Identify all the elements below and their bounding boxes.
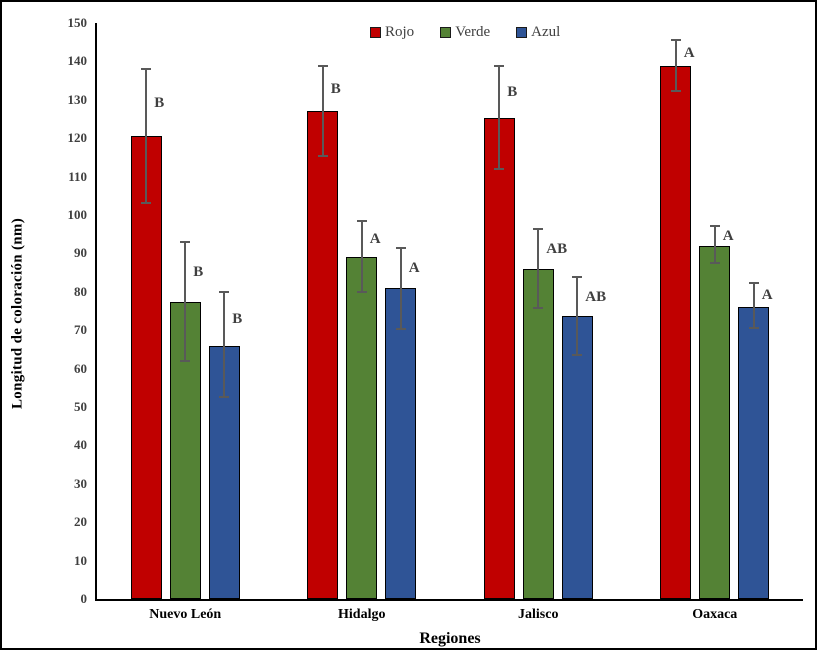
y-tick-label: 50 <box>74 399 87 414</box>
x-axis-labels: Nuevo León Hidalgo Jalisco Oaxaca <box>97 607 803 627</box>
error-bar-cap <box>572 276 583 279</box>
error-bar <box>360 221 363 292</box>
y-tick-label: 130 <box>67 91 88 107</box>
error-bar-cap <box>219 396 230 399</box>
significance-letter: A <box>408 260 420 276</box>
error-bar <box>498 66 501 169</box>
significance-letter: B <box>193 264 204 281</box>
significance-letter: B <box>507 83 518 100</box>
error-bar-cap <box>219 290 230 293</box>
y-tick-label: 10 <box>74 552 87 568</box>
significance-letter: A <box>369 231 381 248</box>
significance-letter: B <box>154 94 165 111</box>
error-bar <box>223 291 226 398</box>
y-tick-label: 140 <box>67 53 88 69</box>
significance-letter: AB <box>585 288 607 305</box>
error-bar <box>674 40 677 91</box>
significance-letter: B <box>232 310 243 327</box>
y-tick-label: 20 <box>74 514 87 530</box>
y-axis-ticks: 0 10 20 30 40 50 60 70 80 90 100 110 120 130 140 150 <box>2 16 88 606</box>
error-bar <box>576 277 579 356</box>
bar-verde-1 <box>346 257 378 599</box>
error-bar-cap <box>533 306 544 309</box>
y-tick-label: 70 <box>74 322 87 338</box>
bar-verde-3 <box>699 245 731 599</box>
plot-area: B B B A B A AB A B A AB A <box>95 23 803 601</box>
error-bar <box>145 69 148 204</box>
y-tick-label: 80 <box>74 283 87 299</box>
legend-label: Rojo <box>385 24 415 40</box>
error-bar <box>713 226 716 264</box>
error-bar-cap <box>572 354 583 357</box>
y-tick-label: 60 <box>74 360 87 376</box>
x-category-label: Oaxaca <box>692 607 738 622</box>
error-bar-cap <box>533 228 544 231</box>
error-bar-cap <box>494 167 505 170</box>
error-bar-cap <box>317 65 328 68</box>
error-bar <box>399 248 402 329</box>
error-bar-cap <box>317 155 328 158</box>
x-category-label: Nuevo León <box>149 607 222 622</box>
legend-swatch-icon <box>440 27 452 38</box>
bar-azul-2 <box>561 316 593 599</box>
y-tick-label: 110 <box>68 168 87 184</box>
error-bar-cap <box>748 327 759 330</box>
error-bar-cap <box>494 65 505 68</box>
error-bar-cap <box>180 240 191 243</box>
error-bar-cap <box>748 282 759 285</box>
legend-item-azul: Azul <box>516 24 560 41</box>
significance-letter: A <box>761 287 773 304</box>
error-bar-cap <box>356 290 367 293</box>
significance-letter: B <box>330 80 341 97</box>
legend-item-verde: Verde <box>440 24 490 41</box>
y-tick-label: 90 <box>74 245 87 261</box>
error-bar-cap <box>180 359 191 362</box>
error-bar-cap <box>141 202 152 205</box>
error-bar-cap <box>670 39 681 42</box>
y-tick-label: 0 <box>80 591 88 606</box>
bar-verde-2 <box>522 269 554 599</box>
bar-rojo-1 <box>307 111 339 599</box>
error-bar-cap <box>356 220 367 223</box>
error-bar <box>184 241 187 361</box>
legend: Rojo Verde Azul <box>370 24 560 41</box>
x-category-label: Hidalgo <box>338 607 386 622</box>
error-bar-cap <box>395 327 406 330</box>
legend-label: Verde <box>455 24 491 40</box>
error-bar-cap <box>141 68 152 71</box>
y-tick-label: 150 <box>67 15 88 30</box>
error-bar <box>321 66 324 157</box>
legend-swatch-icon <box>516 27 528 38</box>
bar-azul-3 <box>738 306 770 599</box>
significance-letter: A <box>683 45 695 62</box>
error-bar-cap <box>709 262 720 265</box>
error-bar-cap <box>670 89 681 92</box>
x-category-label: Jalisco <box>518 607 559 622</box>
significance-letter: AB <box>546 241 568 258</box>
error-bar <box>537 229 540 308</box>
y-tick-label: 40 <box>74 437 87 453</box>
y-tick-label: 100 <box>67 207 88 222</box>
bar-rojo-0 <box>130 136 162 599</box>
legend-item-rojo: Rojo <box>370 24 414 41</box>
error-bar <box>752 283 755 329</box>
bar-rojo-2 <box>483 117 515 599</box>
significance-letter: A <box>722 227 734 244</box>
bar-rojo-3 <box>660 66 692 599</box>
y-tick-label: 30 <box>74 475 87 491</box>
legend-label: Azul <box>531 24 561 40</box>
x-axis-title: Regiones <box>419 630 481 647</box>
bar-azul-1 <box>385 287 417 599</box>
error-bar-cap <box>395 247 406 250</box>
legend-swatch-icon <box>370 27 381 38</box>
error-bar-cap <box>709 225 720 228</box>
y-tick-label: 120 <box>67 130 88 146</box>
